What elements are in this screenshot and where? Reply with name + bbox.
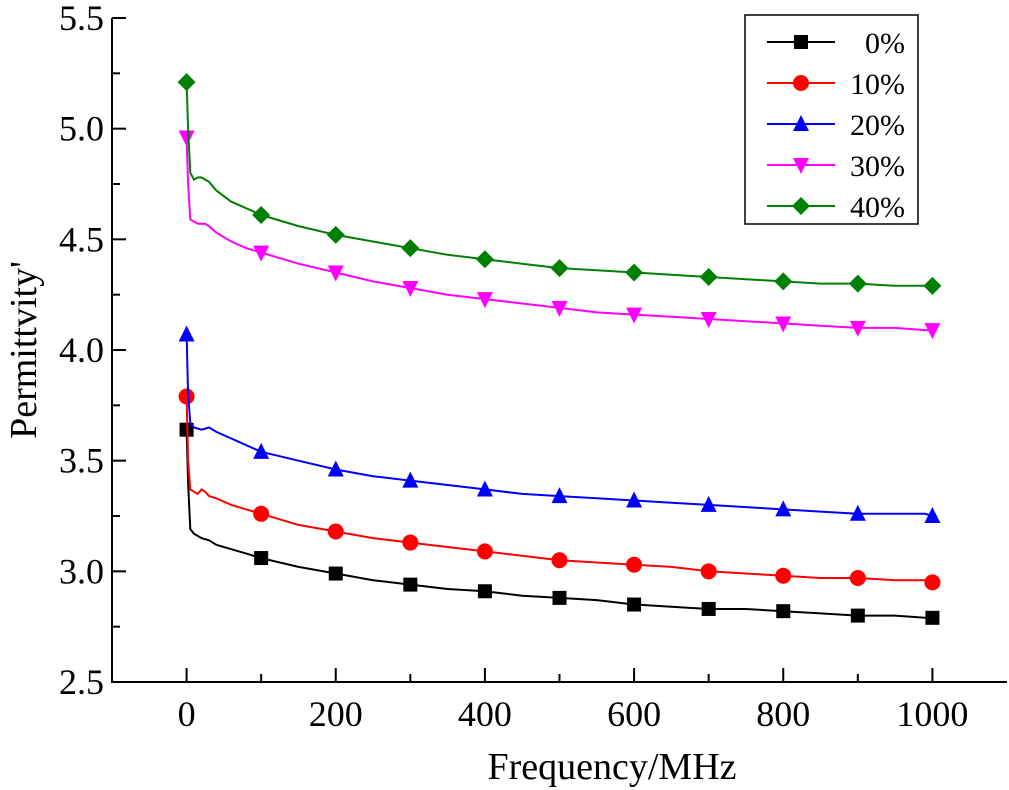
legend: 0% 10% 20% 30% 40% [744, 14, 919, 225]
marker-triangle-up [402, 471, 419, 488]
marker-diamond [792, 197, 810, 215]
marker-triangle-down [402, 281, 419, 298]
marker-diamond [848, 274, 867, 293]
marker-circle [924, 574, 941, 591]
marker-diamond [326, 225, 345, 244]
marker-square [794, 35, 808, 49]
marker-circle [626, 556, 643, 573]
marker-diamond [401, 239, 420, 258]
series-0 [179, 422, 940, 625]
marker-circle [253, 505, 270, 522]
y-tick-label: 5.5 [59, 0, 104, 38]
marker-square [254, 551, 269, 566]
marker-circle [775, 567, 792, 584]
marker-diamond [625, 263, 644, 282]
y-tick-label: 2.5 [59, 662, 104, 702]
marker-square [477, 584, 492, 599]
marker-triangle-down [924, 323, 941, 340]
series-3 [178, 130, 941, 340]
legend-box [744, 14, 919, 225]
marker-triangle-down [178, 130, 195, 147]
marker-triangle-down [849, 320, 866, 337]
marker-triangle-up [924, 507, 941, 523]
y-tick-label: 3.5 [59, 441, 104, 481]
legend-label: 10% [850, 68, 905, 101]
legend-label: 40% [850, 191, 905, 224]
marker-triangle-up [700, 495, 717, 512]
marker-triangle-down [793, 158, 809, 174]
marker-triangle-down [551, 300, 568, 317]
marker-triangle-up [626, 491, 643, 508]
marker-triangle-up [849, 504, 866, 521]
y-tick-label: 4.5 [59, 219, 104, 259]
x-tick-label: 0 [178, 694, 196, 734]
marker-circle [849, 569, 866, 586]
y-tick-label: 4.0 [59, 330, 104, 370]
marker-triangle-up [178, 325, 195, 342]
series-line [185, 429, 933, 619]
marker-circle [551, 552, 568, 569]
marker-circle [402, 534, 419, 551]
marker-triangle-up [551, 487, 568, 504]
marker-circle [700, 563, 717, 580]
x-tick-label: 1000 [896, 694, 968, 734]
series-1 [178, 388, 941, 591]
x-axis-title: Frequency/MHz [487, 746, 736, 788]
marker-circle [178, 388, 195, 405]
marker-diamond [923, 276, 942, 295]
axes: 2.5 3.0 3.5 4.0 4.5 5.0 5.5 0 200 400 600 800 1000 [59, 0, 1007, 734]
legend-label: 0% [865, 27, 905, 60]
series-group [177, 73, 942, 625]
series-4 [177, 73, 942, 295]
marker-diamond [252, 205, 271, 224]
marker-triangle-up [253, 442, 270, 459]
x-tick-label: 600 [607, 694, 661, 734]
marker-circle [793, 75, 809, 91]
y-tick-label: 5.0 [59, 109, 104, 149]
marker-circle [476, 543, 493, 560]
marker-diamond [177, 73, 196, 92]
y-tick-label: 3.0 [59, 551, 104, 591]
marker-triangle-down [775, 316, 792, 333]
y-axis-title: Permittvity' [3, 261, 45, 439]
marker-triangle-down [253, 245, 270, 262]
marker-diamond [699, 267, 718, 286]
marker-triangle-down [476, 292, 493, 309]
marker-square [328, 566, 343, 581]
series-line [185, 334, 933, 517]
marker-triangle-down [700, 312, 717, 329]
marker-square [403, 577, 418, 592]
marker-triangle-up [327, 460, 344, 477]
legend-label: 30% [850, 150, 905, 183]
marker-triangle-down [626, 307, 643, 324]
marker-diamond [475, 250, 494, 269]
marker-triangle-up [476, 480, 493, 497]
marker-circle [327, 523, 344, 540]
marker-square [925, 610, 940, 625]
x-tick-label: 200 [309, 694, 363, 734]
marker-square [701, 601, 716, 616]
marker-square [776, 604, 791, 619]
x-tick-label: 400 [458, 694, 512, 734]
marker-diamond [774, 272, 793, 291]
series-2 [178, 325, 941, 523]
marker-square [627, 597, 642, 612]
marker-square [850, 608, 865, 623]
marker-triangle-up [775, 500, 792, 517]
marker-triangle-up [793, 115, 809, 131]
marker-triangle-down [327, 265, 344, 282]
marker-square [552, 590, 567, 605]
x-tick-label: 800 [756, 694, 810, 734]
marker-diamond [550, 259, 569, 278]
legend-label: 20% [850, 109, 905, 142]
